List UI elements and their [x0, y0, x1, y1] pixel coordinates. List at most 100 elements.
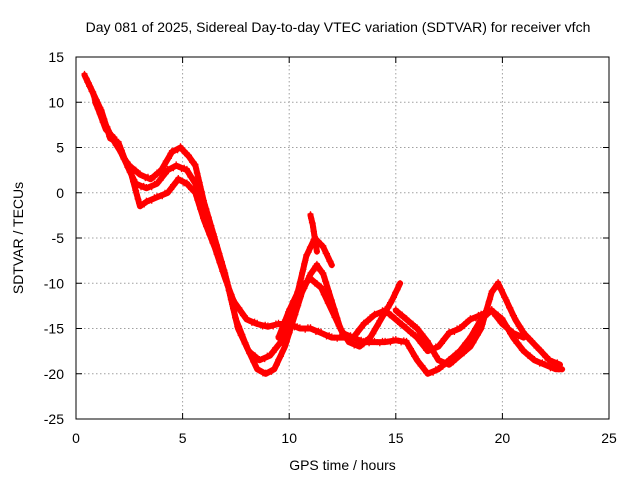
data-point: [202, 203, 208, 210]
data-point: [430, 349, 437, 356]
data-point: [409, 349, 416, 356]
data-point: [512, 315, 519, 322]
series-track-2: [83, 75, 335, 364]
data-point: [414, 333, 421, 340]
x-tick-label: 5: [179, 430, 187, 446]
data-point: [205, 227, 212, 234]
data-point: [162, 170, 169, 177]
data-point: [268, 368, 275, 375]
data-point: [232, 314, 239, 321]
data-point: [248, 319, 255, 326]
data-point: [426, 341, 433, 348]
data-point: [517, 343, 524, 350]
data-point: [370, 330, 377, 337]
data-point: [292, 294, 299, 301]
axis-ticks: 0 5 10 15 20 25 15 10 5 0 -5 -10 -15 -20 -25: [44, 49, 617, 446]
data-point: [397, 280, 404, 287]
data-point: [482, 312, 489, 319]
data-point: [321, 246, 328, 253]
data-point: [300, 266, 307, 273]
data-point: [189, 174, 195, 181]
data-point: [193, 192, 200, 199]
data-point: [490, 309, 497, 316]
data-point: [408, 345, 414, 352]
data-point: [114, 142, 121, 149]
data-point: [121, 156, 128, 163]
data-point: [495, 279, 502, 286]
data-point: [284, 314, 291, 320]
data-point: [179, 146, 186, 153]
data-point: [232, 300, 239, 307]
data-point: [104, 123, 111, 130]
data-point: [559, 366, 566, 373]
data-point: [472, 315, 479, 322]
grid-lines: [76, 57, 609, 419]
data-point: [183, 165, 190, 172]
data-point: [181, 164, 188, 171]
data-point: [421, 343, 428, 350]
data-point: [454, 354, 461, 361]
data-point: [323, 279, 330, 286]
data-point: [332, 314, 339, 321]
data-point: [522, 332, 529, 339]
y-tick-label: -15: [44, 321, 64, 337]
data-point: [178, 166, 185, 173]
data-point: [294, 323, 301, 330]
series-track-3: [92, 98, 566, 377]
data-point: [359, 324, 365, 331]
data-point: [313, 248, 320, 255]
data-point: [439, 340, 445, 347]
data-point: [232, 315, 239, 322]
data-point: [192, 161, 199, 168]
data-point: [142, 175, 149, 182]
data-point: [365, 318, 372, 325]
data-point: [133, 187, 140, 194]
data-point: [226, 287, 233, 293]
data-point: [105, 127, 112, 134]
data-point: [479, 321, 486, 328]
data-point: [110, 138, 117, 145]
data-point: [355, 338, 362, 344]
data-point: [537, 346, 544, 353]
data-point: [165, 155, 172, 162]
data-point: [240, 336, 247, 343]
data-point: [270, 349, 277, 356]
data-point: [218, 264, 225, 271]
data-point: [515, 340, 522, 347]
data-point: [195, 174, 202, 181]
data-point: [193, 165, 200, 172]
data-point: [495, 316, 502, 323]
data-point: [178, 177, 185, 184]
data-point: [254, 365, 261, 371]
data-point: [196, 201, 203, 208]
data-point: [275, 342, 282, 349]
data-point: [331, 334, 338, 341]
data-point: [270, 323, 277, 330]
data-point: [323, 333, 330, 340]
data-point: [170, 165, 177, 172]
data-point: [217, 260, 224, 267]
data-point: [324, 250, 330, 257]
data-point: [326, 288, 332, 295]
data-point: [421, 366, 428, 373]
data-point: [301, 282, 308, 289]
data-point: [291, 324, 298, 331]
data-point: [192, 179, 199, 186]
data-point: [204, 223, 211, 230]
data-point: [414, 324, 421, 331]
data-point: [100, 116, 107, 123]
data-point: [90, 89, 97, 95]
data-point: [262, 321, 269, 328]
data-point: [511, 336, 518, 343]
data-series: [81, 70, 566, 377]
data-point: [323, 296, 330, 303]
data-point: [187, 155, 194, 162]
data-point: [344, 333, 351, 340]
data-point: [129, 174, 136, 181]
y-tick-label: -10: [44, 275, 64, 291]
data-point: [123, 160, 130, 167]
data-point: [91, 92, 98, 99]
data-point: [177, 143, 184, 150]
data-point: [327, 258, 334, 265]
